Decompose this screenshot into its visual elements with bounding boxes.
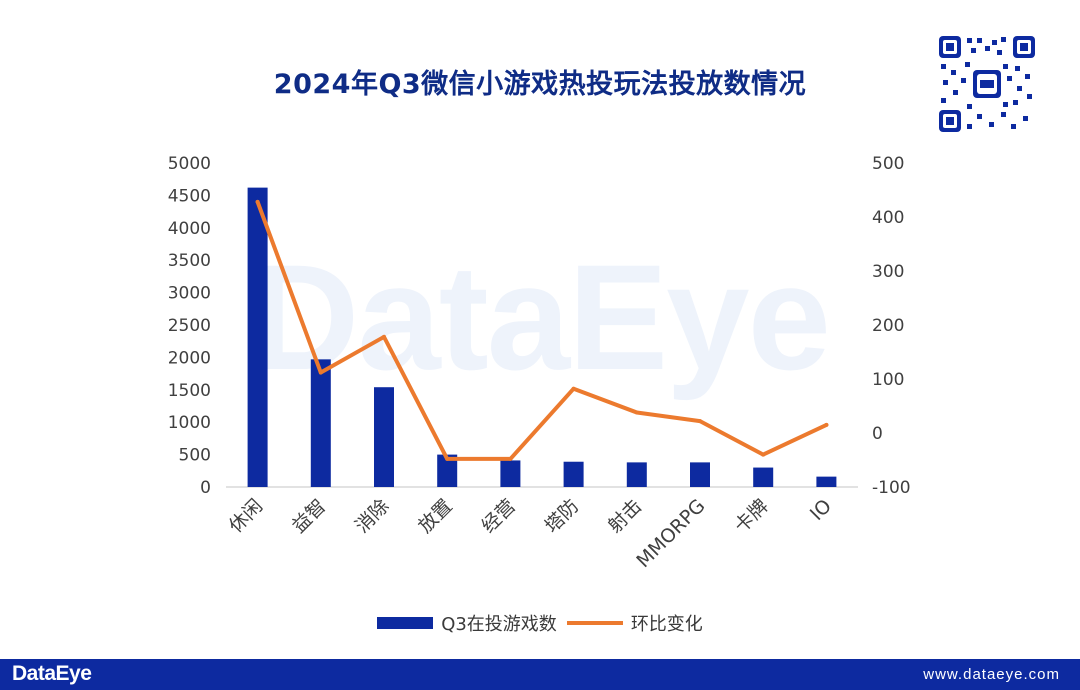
x-tick-label: IO — [806, 495, 836, 525]
line-point-消除 — [382, 334, 386, 339]
x-tick-label: 射击 — [604, 495, 646, 537]
x-tick-label: 卡牌 — [730, 495, 772, 537]
bar-益智 — [310, 359, 331, 487]
legend-label-bars: Q3在投游戏数 — [441, 614, 557, 635]
bar-卡牌 — [753, 467, 774, 487]
line-point-益智 — [318, 370, 323, 375]
x-tick-label: 消除 — [351, 495, 393, 537]
y-left-tick-label: 1000 — [168, 413, 211, 433]
line-point-卡牌 — [761, 452, 766, 457]
y-left-tick-label: 1500 — [168, 381, 211, 401]
x-tick-label: 经营 — [477, 495, 519, 537]
footer-url: www.dataeye.com — [923, 666, 1060, 683]
x-tick-label: 放置 — [414, 495, 456, 537]
x-tick-label: 塔防 — [541, 495, 583, 537]
y-left-tick-label: 5000 — [168, 154, 211, 174]
y-left-tick-label: 0 — [200, 478, 211, 498]
y-left-tick-label: 3000 — [168, 284, 211, 304]
legend-label-line: 环比变化 — [630, 614, 703, 635]
y-right-tick-label: -100 — [872, 478, 911, 498]
legend-item-bars: Q3在投游戏数 — [377, 610, 557, 636]
bar-MMORPG — [690, 462, 710, 487]
line-point-射击 — [634, 410, 639, 415]
bar-休闲 — [247, 187, 268, 487]
chart-title: 2024年Q3微信小游戏热投玩法投放数情况 — [273, 69, 807, 100]
y-right-tick-label: 300 — [872, 262, 904, 282]
legend-line-swatch — [566, 621, 623, 625]
line-point-塔防 — [571, 386, 576, 391]
chart-svg: 0500100015002000250030003500400045005000… — [168, 154, 911, 572]
y-right-tick-label: 400 — [872, 208, 904, 228]
y-left-tick-label: 500 — [179, 446, 211, 466]
legend-item-line: 环比变化 — [566, 610, 703, 636]
line-point-经营 — [508, 456, 513, 461]
footer-bar: DataEye www.dataeye.com — [0, 659, 1080, 690]
line-point-放置 — [445, 456, 450, 461]
bar-IO — [816, 476, 837, 487]
line-point-MMORPG — [698, 419, 702, 424]
qr-code-icon — [937, 34, 1037, 134]
watermark: DataEye — [250, 233, 831, 401]
line-series-mom-change — [255, 199, 829, 461]
line-point-IO — [824, 422, 829, 427]
bar-塔防 — [563, 461, 584, 487]
x-tick-label: MMORPG — [632, 495, 709, 572]
bar-放置 — [437, 454, 458, 487]
y-left-tick-label: 2000 — [168, 348, 211, 368]
y-right-tick-label: 0 — [872, 424, 883, 444]
bar-消除 — [374, 387, 394, 487]
y-left-tick-label: 4000 — [168, 219, 211, 239]
y-left-tick-label: 3500 — [168, 251, 211, 271]
y-left-tick-label: 4500 — [168, 186, 211, 206]
y-right-tick-label: 100 — [872, 370, 904, 390]
x-tick-label: 益智 — [288, 495, 330, 537]
y-right-tick-label: 500 — [872, 154, 904, 174]
x-tick-label: 休闲 — [225, 495, 267, 537]
legend: Q3在投游戏数 环比变化 — [0, 608, 1080, 638]
bar-经营 — [500, 460, 521, 487]
bar-射击 — [626, 462, 647, 487]
line-point-休闲 — [255, 199, 260, 204]
y-left-tick-label: 2500 — [168, 316, 211, 336]
footer-brand-logo: DataEye — [12, 662, 92, 685]
y-right-tick-label: 200 — [872, 316, 904, 336]
legend-bar-swatch — [377, 617, 434, 629]
